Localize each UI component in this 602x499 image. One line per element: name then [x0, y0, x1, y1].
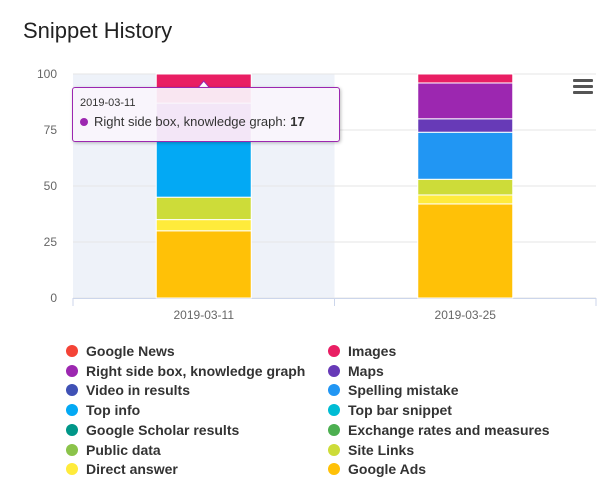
bar-segment: [417, 82, 514, 120]
bar-segment: [155, 196, 252, 221]
x-tick-label: 2019-03-11: [174, 308, 235, 322]
bar-segment: [417, 178, 514, 196]
legend-swatch: [328, 364, 340, 377]
legend-label: Maps: [348, 362, 384, 379]
y-tick-label: 25: [44, 235, 58, 249]
legend-swatch: [328, 404, 340, 417]
legend-label: Images: [348, 343, 397, 359]
legend-label: Top info: [86, 402, 141, 419]
legend-item[interactable]: Site Links: [328, 440, 414, 460]
legend-item[interactable]: Top info: [66, 400, 140, 420]
legend-item[interactable]: Images: [328, 341, 396, 361]
legend-label: Video in results: [86, 382, 190, 399]
legend-item[interactable]: Top bar snippet: [328, 400, 452, 420]
legend-item[interactable]: Right side box, knowledge graph: [66, 361, 305, 381]
bar-segment: [417, 118, 514, 133]
legend-label: Exchange rates and measures: [348, 421, 550, 438]
x-tick-label: 2019-03-25: [435, 308, 497, 322]
legend-label: Google Ads: [348, 461, 427, 478]
legend-swatch: [328, 345, 340, 357]
y-tick-label: 0: [50, 291, 57, 305]
legend-label: Spelling mistake: [348, 382, 459, 399]
legend-label: Top bar snippet: [348, 402, 452, 419]
legend-swatch: [66, 443, 78, 456]
legend-swatch: [66, 384, 78, 397]
legend-item[interactable]: Spelling mistake: [328, 380, 458, 400]
tooltip-line: Right side box, knowledge graph: 17: [80, 114, 305, 129]
legend-swatch: [328, 463, 340, 476]
tooltip-value: 17: [290, 114, 305, 129]
legend-label: Google News: [86, 343, 175, 359]
y-tick-label: 75: [44, 123, 58, 137]
hamburger-menu-icon[interactable]: [573, 79, 593, 95]
legend-swatch: [328, 443, 340, 456]
legend-label: Google Scholar results: [86, 421, 240, 438]
legend-item[interactable]: Google News: [66, 341, 175, 361]
y-tick-label: 50: [44, 179, 58, 193]
legend-label: Right side box, knowledge graph: [86, 362, 306, 379]
legend-swatch: [66, 404, 78, 417]
legend-label: Direct answer: [86, 461, 178, 478]
bar-segment: [417, 203, 514, 299]
chart-tooltip: 2019-03-11 Right side box, knowledge gra…: [72, 87, 340, 142]
tooltip-date: 2019-03-11: [80, 97, 136, 109]
bar-segment: [417, 194, 514, 205]
legend-item[interactable]: Video in results: [66, 380, 190, 400]
legend-item[interactable]: Google Scholar results: [66, 420, 239, 440]
tooltip-series-dot: [80, 117, 88, 126]
legend-swatch: [66, 463, 78, 476]
legend-item[interactable]: Public data: [66, 440, 161, 460]
legend-swatch: [328, 423, 340, 436]
bar-segment: [155, 219, 252, 232]
legend-swatch: [66, 364, 78, 377]
tooltip-series-name: Right side box, knowledge graph:: [94, 114, 287, 129]
chart-title: Snippet History: [23, 18, 173, 43]
legend-label: Site Links: [348, 441, 415, 458]
legend-swatch: [66, 423, 78, 436]
legend-swatch: [66, 345, 78, 357]
legend-label: Public data: [86, 441, 161, 458]
bar-segment: [417, 73, 514, 84]
stacked-bar-chart: 0 25 50 75 100 2019-03-11 2019-03-25: [37, 67, 597, 322]
legend-item[interactable]: Google Ads: [328, 459, 426, 479]
bar-segment: [155, 140, 252, 198]
bar-segment: [417, 131, 514, 180]
legend-item[interactable]: Direct answer: [66, 459, 178, 479]
legend-item[interactable]: Exchange rates and measures: [328, 420, 550, 440]
bar-segment: [155, 230, 252, 299]
legend-item[interactable]: Maps: [328, 361, 384, 381]
legend-swatch: [328, 384, 340, 397]
y-tick-label: 100: [37, 67, 57, 81]
